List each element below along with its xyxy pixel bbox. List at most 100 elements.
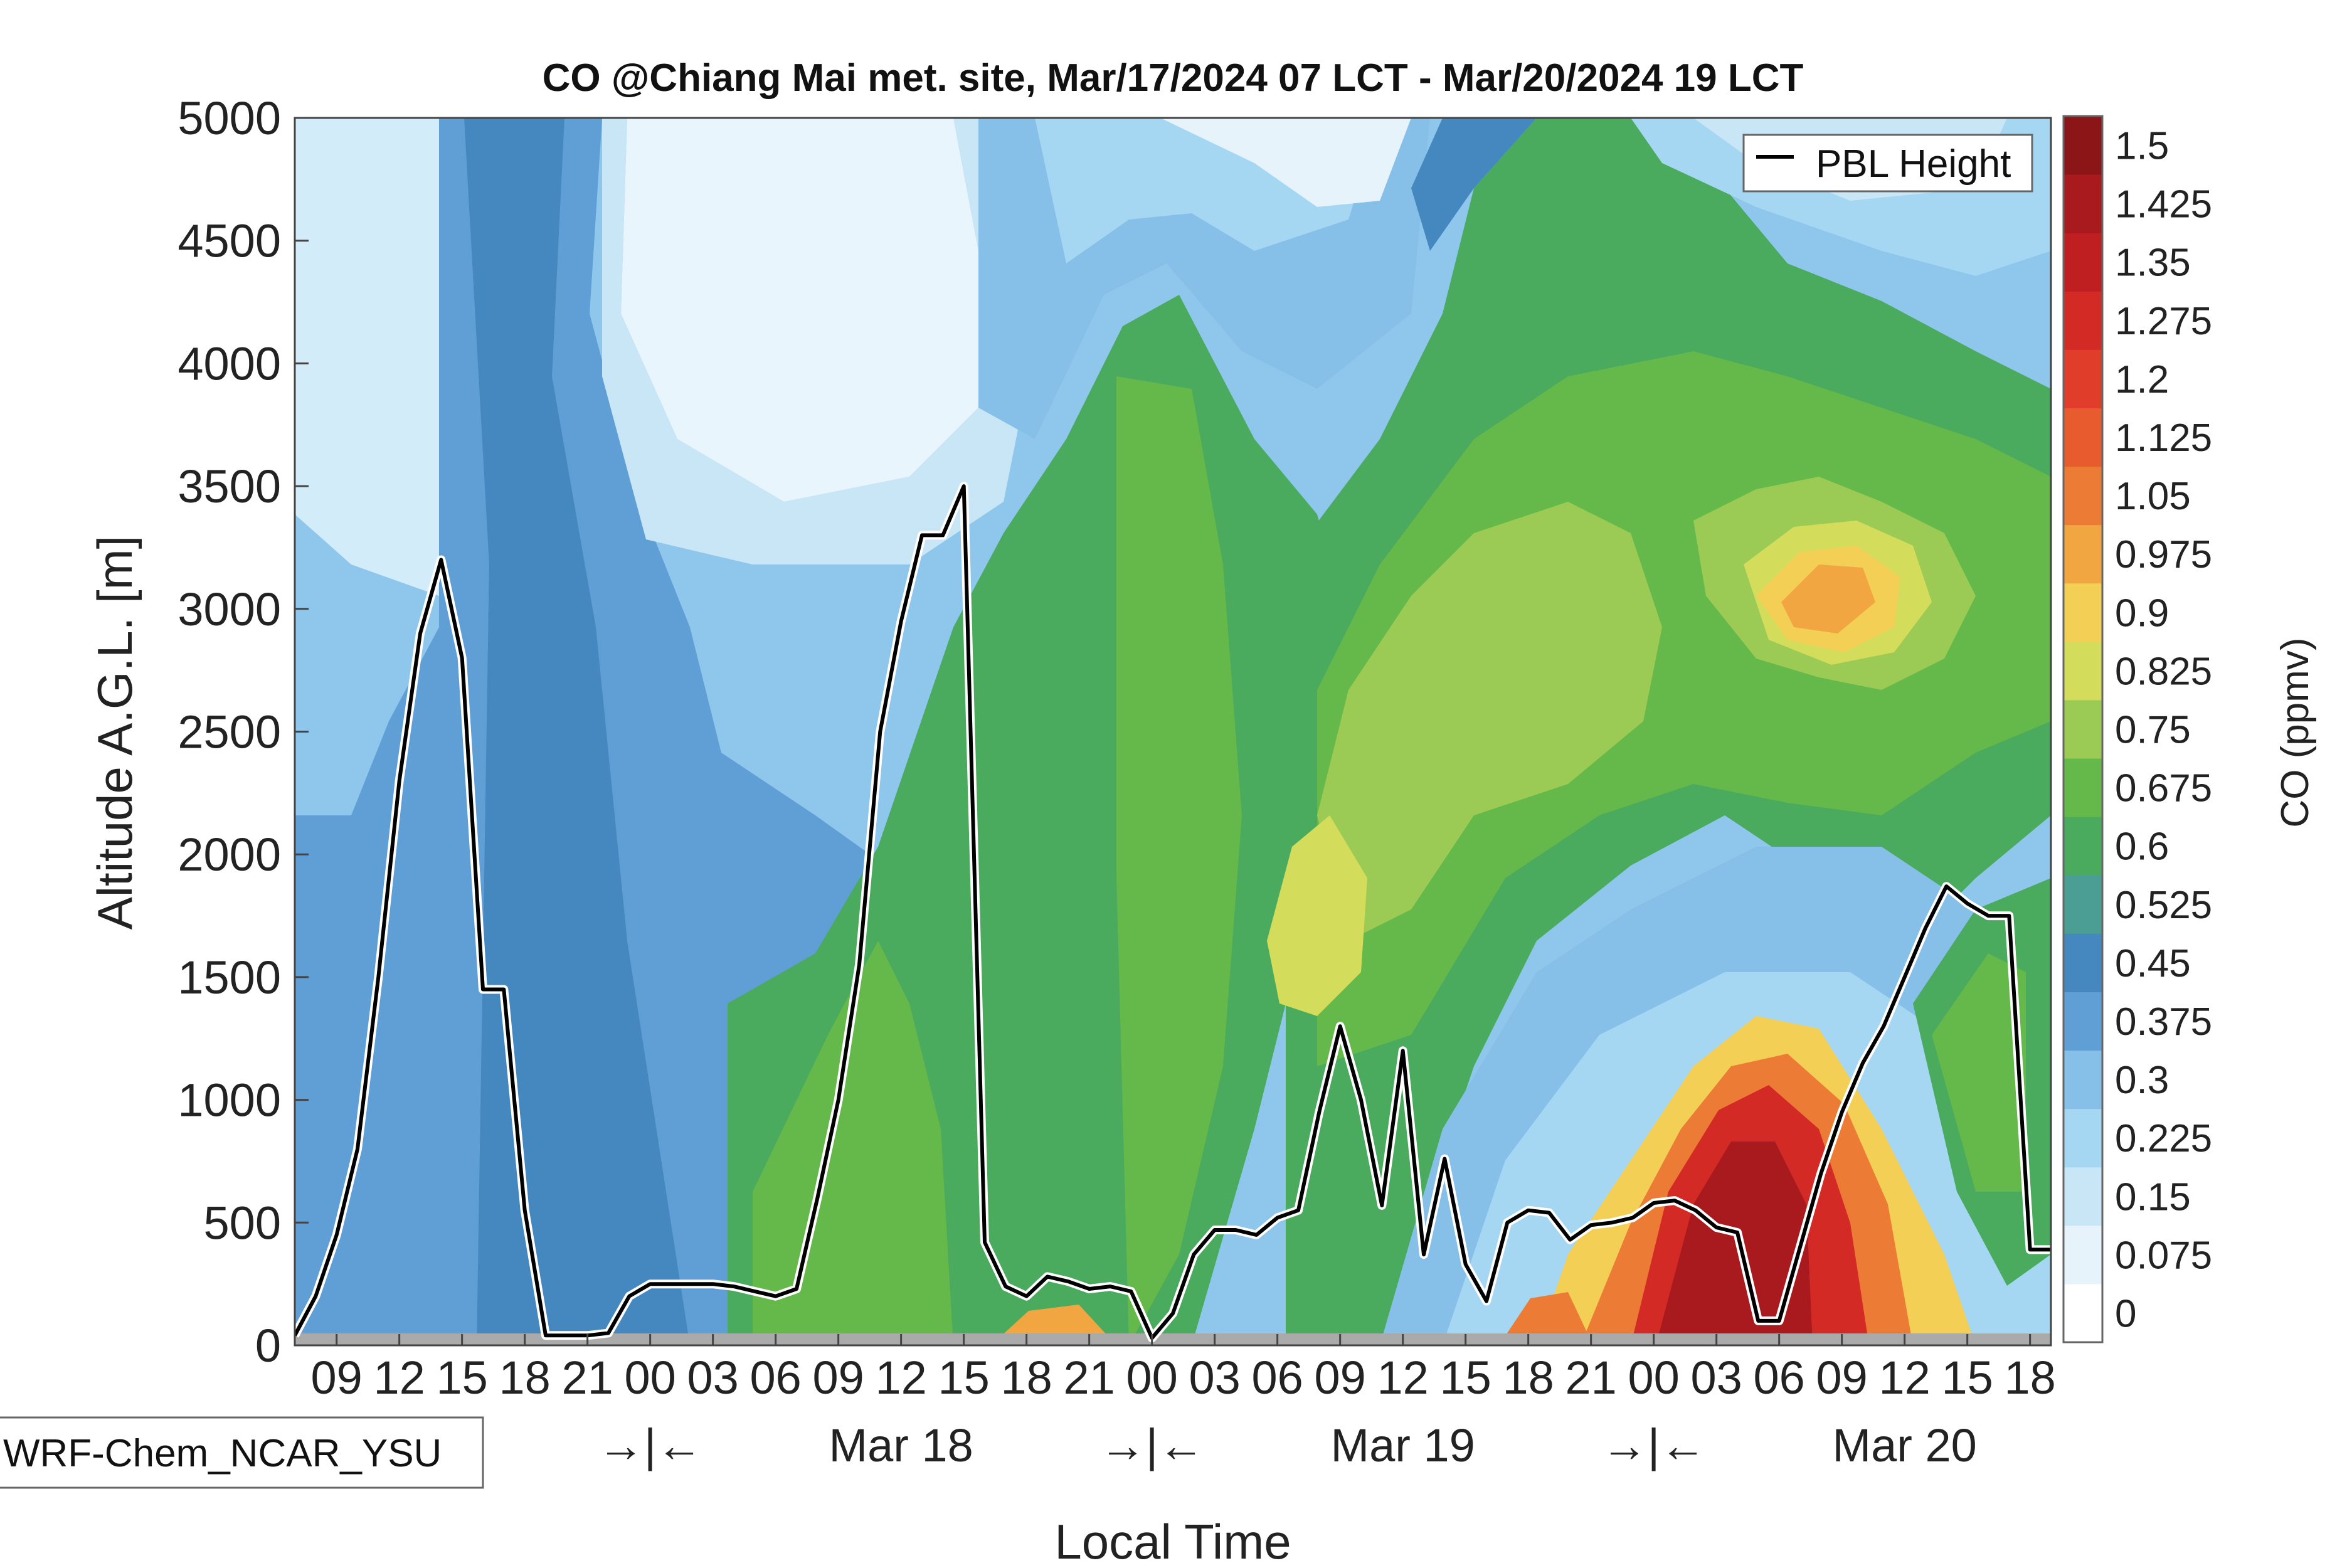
y-tick-label: 3500 xyxy=(177,460,281,512)
x-tick-label: 18 xyxy=(2005,1352,2056,1404)
x-tick-label: 00 xyxy=(1628,1352,1680,1404)
colorbar-tick-label: 0.525 xyxy=(2115,884,2212,927)
x-tick-label: 18 xyxy=(1001,1352,1052,1404)
colorbar-tick-label: 1.425 xyxy=(2115,183,2212,226)
legend-box xyxy=(1742,134,2033,193)
x-tick-label: 21 xyxy=(562,1352,613,1404)
x-axis-ticks: 09 12 15 18 21 00 03 06 09 12 15 18 21 00 03 06 09 12 15 18… xyxy=(311,1334,2056,1404)
colorbar-tick-label: 1.125 xyxy=(2115,416,2212,460)
x-tick-label: 18 xyxy=(1503,1352,1554,1404)
colorbar-swatch xyxy=(2063,641,2102,701)
field-contour xyxy=(1656,1142,1813,1345)
field-contour xyxy=(1267,815,1367,1016)
colorbar-swatch xyxy=(2063,933,2102,992)
x-tick-label: 09 xyxy=(1315,1352,1366,1404)
field-contour xyxy=(1499,1292,1593,1345)
colorbar-tick-label: 0.6 xyxy=(2115,825,2169,869)
x-tick-label: 21 xyxy=(1064,1352,1115,1404)
y-tick-label: 5000 xyxy=(177,92,281,144)
y-tick-label: 1000 xyxy=(177,1074,281,1126)
day-markers: →|← Mar 18 →|← Mar 19 →|← Mar 20 xyxy=(598,1419,1977,1471)
colorbar-frame xyxy=(2062,115,2104,1343)
y-tick-label: 4500 xyxy=(177,215,281,267)
colorbar-tick-label: 0.75 xyxy=(2115,709,2191,752)
colorbar-tick-label: 0.375 xyxy=(2115,1000,2212,1044)
colorbar-tick-label: 0 xyxy=(2115,1292,2136,1335)
y-tick-label: 500 xyxy=(204,1197,281,1249)
field-contour xyxy=(1781,564,1875,633)
colorbar-swatch xyxy=(2063,1225,2102,1285)
colorbar-tick-label: 0.975 xyxy=(2115,533,2212,576)
colorbar-swatch xyxy=(2063,116,2102,175)
y-axis-ticks: 0 500 1000 1500 2000 2500 3000 3500 4000 4500 5000 xyxy=(177,92,309,1372)
colorbar-swatch xyxy=(2063,408,2102,467)
x-tick-label: 15 xyxy=(1440,1352,1491,1404)
field-contour xyxy=(621,118,978,502)
x-tick-label: 06 xyxy=(1252,1352,1303,1404)
colorbar-tick-label: 1.275 xyxy=(2115,300,2212,343)
y-tick-label: 0 xyxy=(255,1320,281,1372)
colorbar-tick-label: 1.05 xyxy=(2115,475,2191,518)
legend-entry-pbl-height: PBL Height xyxy=(1816,142,2011,186)
x-tick-label: 06 xyxy=(1754,1352,1805,1404)
day-marker-label: →|← xyxy=(598,1419,702,1471)
colorbar-swatch xyxy=(2063,524,2102,584)
y-tick-label: 2500 xyxy=(177,706,281,758)
colorbar-tick-label: 1.2 xyxy=(2115,358,2169,401)
colorbar-swatch xyxy=(2063,758,2102,817)
x-tick-label: 09 xyxy=(1816,1352,1868,1404)
x-tick-label: 15 xyxy=(437,1352,488,1404)
ground-band xyxy=(295,1333,2051,1345)
colorbar-swatch xyxy=(2063,174,2102,233)
colorbar-swatch xyxy=(2063,291,2102,350)
colorbar-swatch xyxy=(2063,992,2102,1051)
colorbar-swatch xyxy=(2063,1283,2102,1343)
x-tick-label: 03 xyxy=(1691,1352,1742,1404)
field-contour xyxy=(1317,502,1662,941)
day-marker-label: →|← xyxy=(1601,1419,1706,1471)
colorbar-tick-label: 0.3 xyxy=(2115,1059,2169,1102)
colorbar-tick-label: 1.5 xyxy=(2115,125,2169,168)
chart-title: CO @Chiang Mai met. site, Mar/17/2024 07… xyxy=(543,56,1804,100)
co-concentration-field xyxy=(295,118,2051,1345)
x-tick-label: 15 xyxy=(1942,1352,1993,1404)
x-tick-label: 18 xyxy=(499,1352,551,1404)
x-tick-label: 03 xyxy=(687,1352,739,1404)
model-label-box xyxy=(0,1416,484,1489)
x-tick-label: 09 xyxy=(311,1352,363,1404)
x-tick-label: 21 xyxy=(1565,1352,1617,1404)
colorbar-tick-label: 1.35 xyxy=(2115,241,2191,285)
colorbar-tick-label: 0.825 xyxy=(2115,650,2212,693)
model-label: WRF-Chem_NCAR_YSU xyxy=(3,1432,442,1475)
x-tick-label: 09 xyxy=(813,1352,864,1404)
x-tick-label: 12 xyxy=(374,1352,425,1404)
colorbar-swatch xyxy=(2063,1108,2102,1168)
x-tick-label: 00 xyxy=(625,1352,676,1404)
field-contour xyxy=(1932,953,2026,1192)
y-tick-label: 4000 xyxy=(177,337,281,389)
x-tick-label: 12 xyxy=(876,1352,927,1404)
day-marker-label: Mar 20 xyxy=(1833,1419,1977,1471)
colorbar-tick-label: 0.675 xyxy=(2115,767,2212,810)
colorbar: 0 0.075 0.15 0.225 0.3 0.375 0.45 0.525 0.6 0.675… xyxy=(2062,115,2212,1343)
colorbar-tick-label: 0.45 xyxy=(2115,942,2191,985)
colorbar-swatch xyxy=(2063,875,2102,934)
colorbar-tick-label: 0.9 xyxy=(2115,591,2169,635)
legend: PBL Height xyxy=(1742,134,2033,193)
x-tick-label: 15 xyxy=(938,1352,990,1404)
colorbar-swatch xyxy=(2063,233,2102,292)
day-marker-label: Mar 19 xyxy=(1331,1419,1475,1471)
field-contour xyxy=(602,118,1054,564)
day-marker-label: Mar 18 xyxy=(829,1419,973,1471)
colorbar-swatch xyxy=(2063,1050,2102,1110)
day-marker-label: →|← xyxy=(1099,1419,1204,1471)
y-tick-label: 2000 xyxy=(177,829,281,881)
colorbar-swatch xyxy=(2063,466,2102,526)
colorbar-tick-label: 0.225 xyxy=(2115,1117,2212,1160)
colorbar-swatch xyxy=(2063,349,2102,408)
x-tick-label: 12 xyxy=(1879,1352,1931,1404)
colorbar-swatch xyxy=(2063,699,2102,759)
colorbar-tick-label: 0.075 xyxy=(2115,1234,2212,1277)
field-contour xyxy=(1116,376,1242,1345)
